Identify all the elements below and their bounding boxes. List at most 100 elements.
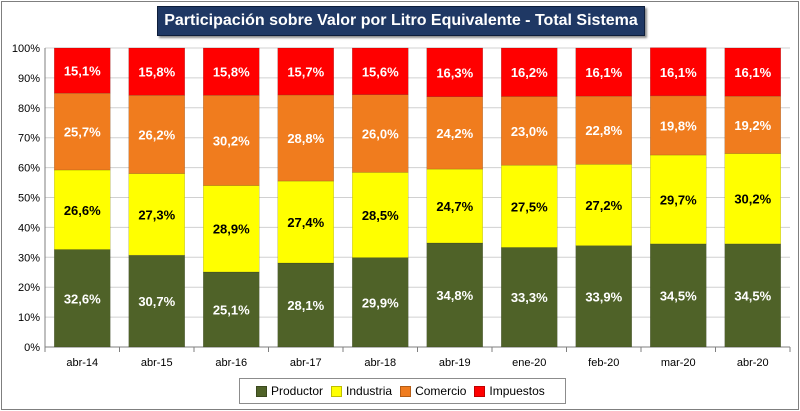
x-tick-label: mar-20 [661, 357, 696, 369]
y-tick-label: 40% [18, 222, 40, 234]
bar-segment-comercio [128, 94, 185, 174]
data-label: 32,6% [64, 291, 101, 306]
y-tick-label: 0% [24, 342, 40, 354]
data-label: 16,1% [734, 65, 771, 80]
bar-segment-industria [352, 172, 409, 258]
x-tick-label: abr-19 [439, 357, 471, 369]
bar-segment-industria [203, 185, 260, 273]
data-label: 16,1% [585, 65, 622, 80]
data-label: 26,2% [138, 127, 175, 142]
data-label: 27,3% [138, 207, 175, 222]
data-label: 15,1% [64, 64, 101, 79]
data-label: 30,2% [213, 133, 250, 148]
bar-segment-impuestos [128, 47, 185, 96]
bar-segment-industria [54, 169, 111, 250]
bar-segment-impuestos [277, 47, 334, 96]
data-label: 30,7% [138, 294, 175, 309]
legend-swatch [256, 385, 267, 397]
data-label: 24,7% [436, 199, 473, 214]
data-label: 28,5% [362, 208, 399, 223]
data-label: 34,5% [660, 288, 697, 303]
legend-item-impuestos: Impuestos [474, 384, 545, 398]
data-label: 16,2% [511, 65, 548, 80]
bar-segment-comercio [277, 94, 334, 182]
data-label: 34,5% [734, 288, 771, 303]
y-tick-label: 20% [18, 282, 40, 294]
data-label: 22,8% [585, 123, 622, 138]
data-label: 33,9% [585, 289, 622, 304]
data-label: 19,8% [660, 118, 697, 133]
legend-label: Productor [271, 384, 324, 398]
bar-segment-comercio [352, 94, 409, 173]
bar-segment-impuestos [352, 47, 409, 95]
data-label: 15,8% [138, 65, 175, 80]
y-tick-label: 70% [18, 133, 40, 145]
bar-segment-productor [54, 249, 111, 348]
bar-segment-impuestos [575, 47, 632, 97]
bar-segment-productor [724, 243, 781, 348]
legend-item-industria: Industria [331, 384, 392, 398]
bar-segment-comercio [426, 96, 483, 170]
x-tick-label: ene-20 [512, 357, 546, 369]
x-tick-label: abr-18 [364, 357, 396, 369]
chart-title-box: Participación sobre Valor por Litro Equi… [157, 6, 645, 36]
data-label: 28,9% [213, 222, 250, 237]
legend-swatch [474, 385, 486, 397]
y-tick-label: 60% [18, 163, 40, 175]
data-label: 34,8% [436, 288, 473, 303]
data-label: 27,2% [585, 198, 622, 213]
data-label: 28,1% [287, 298, 324, 313]
data-label: 23,0% [511, 124, 548, 139]
data-label: 15,6% [362, 64, 399, 79]
x-tick-label: feb-20 [588, 357, 619, 369]
bar-segment-industria [650, 154, 707, 245]
x-tick-label: abr-17 [290, 357, 322, 369]
data-label: 29,9% [362, 295, 399, 310]
data-label: 26,0% [362, 127, 399, 142]
bar-segment-industria [575, 164, 632, 246]
bar-segment-productor [203, 271, 260, 348]
bar-segment-comercio [501, 96, 558, 166]
bar-segment-industria [724, 153, 781, 245]
legend: Productor Industria Comercio Impuestos [239, 378, 566, 404]
data-label: 16,3% [436, 65, 473, 80]
bar-segment-comercio [575, 95, 632, 165]
bar-segment-impuestos [724, 47, 781, 97]
data-label: 19,2% [734, 118, 771, 133]
bar-segment-impuestos [203, 47, 260, 96]
bar-segment-productor [277, 262, 334, 348]
data-label: 24,2% [436, 126, 473, 141]
chart-title: Participación sobre Valor por Litro Equi… [164, 12, 638, 29]
data-label: 33,3% [511, 290, 548, 305]
legend-swatch [400, 385, 412, 397]
data-label: 29,7% [660, 192, 697, 207]
y-tick-label: 10% [18, 312, 40, 324]
data-label: 16,1% [660, 65, 697, 80]
y-tick-label: 90% [18, 73, 40, 85]
legend-label: Industria [346, 384, 393, 398]
data-label: 30,2% [734, 192, 771, 207]
data-label: 27,5% [511, 199, 548, 214]
data-label: 25,7% [64, 125, 101, 140]
data-label: 28,8% [287, 131, 324, 146]
legend-row: Productor Industria Comercio Impuestos [240, 379, 565, 403]
bar-segment-industria [128, 173, 185, 256]
legend-item-comercio: Comercio [400, 384, 466, 398]
legend-item-productor: Productor [256, 384, 323, 398]
data-label: 26,6% [64, 203, 101, 218]
data-label: 15,7% [287, 64, 324, 79]
bar-segment-comercio [54, 92, 111, 171]
y-tick-label: 50% [18, 193, 40, 205]
legend-swatch [331, 385, 343, 397]
bar-segment-productor [128, 254, 185, 348]
bar-segment-impuestos [650, 47, 707, 97]
bar-segment-comercio [724, 95, 781, 154]
bar-segment-productor [426, 242, 483, 348]
bar-segment-industria [501, 164, 558, 248]
x-tick-label: abr-16 [215, 357, 247, 369]
data-label: 25,1% [213, 302, 250, 317]
data-label: 15,8% [213, 65, 250, 80]
y-tick-label: 80% [18, 103, 40, 115]
bar-segment-industria [277, 180, 334, 264]
